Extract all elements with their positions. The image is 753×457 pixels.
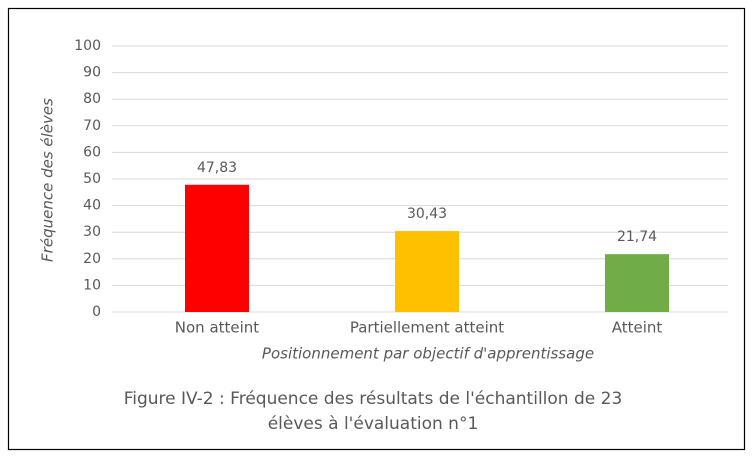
- data-label: 30,43: [407, 206, 447, 222]
- y-tick-label: 50: [83, 171, 101, 187]
- data-label: 47,83: [197, 160, 237, 176]
- data-label: 21,74: [617, 229, 657, 245]
- bar: [395, 231, 459, 312]
- caption: élèves à l'évaluation n°1: [268, 414, 479, 434]
- y-axis-title: Fréquence des élèves: [39, 98, 57, 262]
- caption: Figure IV-2 : Fréquence des résultats de…: [124, 389, 623, 409]
- x-tick-label: Partiellement atteint: [350, 319, 504, 337]
- y-tick-label: 80: [83, 91, 101, 107]
- y-tick-label: 100: [74, 38, 101, 54]
- y-tick-label: 20: [83, 251, 101, 267]
- bar: [185, 184, 249, 312]
- y-tick-label: 10: [83, 277, 101, 293]
- x-tick-label: Atteint: [612, 319, 663, 337]
- x-axis-title: Positionnement par objectif d'apprentiss…: [262, 345, 594, 363]
- y-tick-label: 40: [83, 198, 101, 214]
- y-tick-label: 90: [83, 65, 101, 81]
- y-tick-label: 60: [83, 144, 101, 160]
- x-tick-label: Non atteint: [175, 319, 260, 337]
- bar: [605, 254, 669, 312]
- y-tick-label: 0: [92, 304, 101, 320]
- frame: [7, 7, 746, 451]
- y-tick-label: 70: [83, 118, 101, 134]
- y-tick-label: 30: [83, 224, 101, 240]
